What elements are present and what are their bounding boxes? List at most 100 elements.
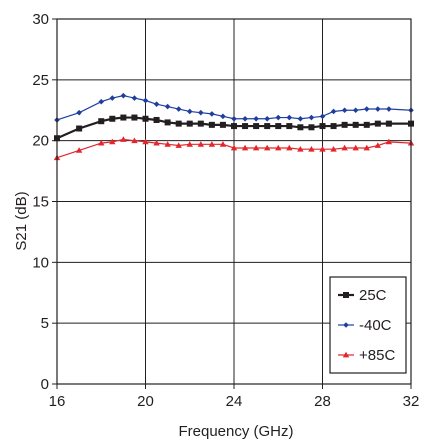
legend-swatch-marker <box>342 351 350 358</box>
data-point <box>197 120 204 127</box>
data-point <box>231 123 237 130</box>
data-point <box>230 144 238 151</box>
data-point <box>352 107 359 114</box>
data-point <box>76 125 83 132</box>
legend-item: +85C <box>338 347 395 364</box>
data-point <box>319 123 326 130</box>
data-point <box>242 123 249 130</box>
x-tick-label: 28 <box>314 393 331 410</box>
y-axis-label: S21 (dB) <box>13 191 30 250</box>
data-point <box>197 141 205 147</box>
data-point <box>330 108 337 115</box>
data-point <box>209 111 215 117</box>
data-point <box>319 145 326 152</box>
legend-swatch-marker <box>343 292 349 298</box>
data-point <box>286 123 293 130</box>
legend-label: +85C <box>359 347 395 364</box>
data-point <box>385 120 392 127</box>
data-point <box>76 109 82 116</box>
data-point <box>186 108 193 115</box>
data-point <box>297 115 304 122</box>
data-point <box>175 120 182 127</box>
legend-item: -40C <box>338 317 392 334</box>
data-point <box>164 119 171 126</box>
data-point <box>297 124 304 131</box>
data-point <box>198 109 204 116</box>
data-point <box>153 101 160 107</box>
data-point <box>264 115 270 122</box>
data-point <box>374 120 381 127</box>
data-point <box>275 114 282 121</box>
data-point <box>98 98 105 105</box>
data-point <box>385 138 393 145</box>
x-tick-label: 24 <box>226 393 243 410</box>
data-point <box>264 123 271 130</box>
legend-swatch-marker <box>343 322 349 328</box>
data-point <box>275 144 282 151</box>
data-point <box>308 114 315 121</box>
data-point <box>98 118 105 125</box>
x-tick-label: 16 <box>49 393 66 410</box>
data-point <box>175 106 182 112</box>
data-point <box>231 115 237 122</box>
data-point <box>153 139 160 146</box>
series-3 <box>53 136 415 161</box>
y-tick-label: 20 <box>32 133 49 150</box>
data-point <box>386 106 392 112</box>
x-tick-label: 32 <box>403 393 420 410</box>
y-tick-label: 5 <box>41 315 49 332</box>
data-point <box>153 116 160 123</box>
series-line <box>56 138 412 159</box>
data-point <box>363 144 370 151</box>
data-point <box>109 138 116 145</box>
data-point <box>164 103 171 110</box>
data-point <box>75 147 83 153</box>
data-point <box>164 141 171 147</box>
y-tick-label: 10 <box>32 254 49 271</box>
data-point <box>142 97 149 104</box>
data-point <box>286 114 293 121</box>
data-point <box>120 92 127 99</box>
data-point <box>375 106 381 112</box>
y-tick-label: 15 <box>32 194 49 211</box>
data-point <box>120 136 127 142</box>
data-point <box>330 123 337 130</box>
x-tick-label: 20 <box>137 393 154 410</box>
data-point <box>374 142 382 148</box>
data-point <box>120 114 127 121</box>
data-point <box>252 144 260 151</box>
data-point <box>186 141 193 147</box>
data-point <box>241 144 249 151</box>
data-point <box>308 145 315 152</box>
data-point <box>131 114 138 121</box>
data-point <box>142 138 149 145</box>
legend: 25C -40C +85C <box>329 276 407 374</box>
data-point <box>341 107 348 114</box>
series-2 <box>54 92 414 123</box>
data-point <box>208 121 215 128</box>
data-point <box>319 113 326 120</box>
data-point <box>308 124 315 131</box>
data-point <box>286 144 293 151</box>
data-point <box>363 121 370 128</box>
y-tick-label: 30 <box>32 11 49 28</box>
data-point <box>131 95 138 101</box>
axes: 0 5 10 15 20 25 30 16 20 24 28 32 <box>32 11 419 410</box>
legend-label: 25C <box>359 287 387 304</box>
data-point <box>219 141 227 147</box>
data-point <box>131 137 138 144</box>
y-tick-label: 25 <box>32 72 49 89</box>
data-point <box>263 144 271 151</box>
data-point <box>220 113 226 120</box>
x-axis-label: Frequency (GHz) <box>178 423 293 440</box>
data-point <box>352 121 359 128</box>
legend-item: 25C <box>338 287 387 304</box>
data-point <box>242 115 248 122</box>
y-tick-label: 0 <box>41 376 49 393</box>
data-point <box>352 144 359 151</box>
data-point <box>186 120 193 127</box>
data-point <box>330 145 337 152</box>
data-point <box>275 123 282 130</box>
